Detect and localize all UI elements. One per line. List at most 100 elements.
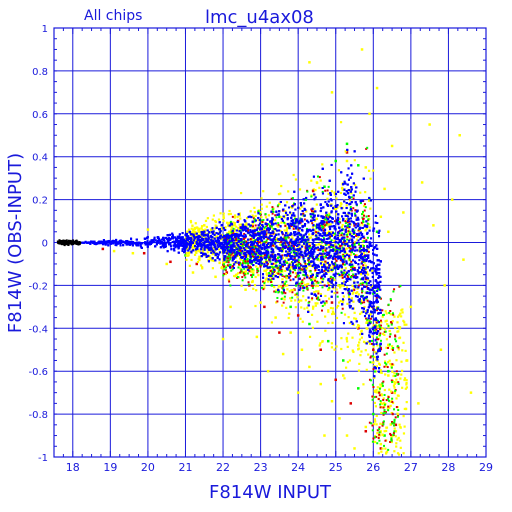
scatter-point [321,163,324,166]
scatter-point [345,338,348,341]
scatter-point [316,320,319,323]
scatter-point [323,185,326,188]
scatter-point [395,406,398,409]
scatter-point [186,254,189,257]
scatter-point [357,347,360,350]
scatter-point [308,236,311,239]
scatter-point [391,421,394,424]
scatter-point [290,251,293,254]
scatter-point [299,317,302,320]
scatter-point [359,333,362,336]
scatter-point [199,264,203,267]
scatter-point [348,220,351,223]
scatter-point [269,269,272,272]
scatter-point [292,244,295,247]
scatter-point [311,222,314,225]
scatter-point [224,226,227,229]
scatter-point [327,223,330,226]
scatter-point [234,242,237,245]
scatter-point [142,251,146,255]
scatter-point [330,346,334,349]
scatter-point [323,434,326,437]
scatter-point [236,276,239,279]
scatter-point [329,242,332,245]
scatter-point [363,301,366,304]
scatter-point [297,228,300,231]
scatter-point [216,235,219,238]
scatter-point [388,311,391,314]
scatter-point [372,345,375,348]
scatter-point [352,197,355,200]
scatter-point [329,235,332,238]
scatter-point [397,381,400,384]
scatter-point [319,342,322,345]
scatter-point [321,261,324,264]
scatter-point [253,250,256,253]
scatter-point [373,435,377,438]
scatter-point [328,270,331,273]
scatter-point [274,291,277,294]
scatter-point [396,373,399,376]
scatter-point [393,424,396,427]
scatter-point [292,204,295,207]
scatter-point [389,400,392,404]
scatter-point [326,232,329,235]
scatter-point [327,224,330,227]
scatter-point [274,214,277,217]
scatter-point [242,262,245,265]
scatter-point [378,324,381,327]
scatter-point [403,425,406,428]
scatter-point [343,313,347,316]
scatter-point [371,355,374,358]
scatter-point [356,326,359,329]
scatter-point [352,291,355,294]
scatter-point [314,302,317,305]
scatter-point [385,363,388,366]
scatter-point [389,434,392,437]
scatter-point [389,432,392,435]
scatter-point [223,263,226,266]
scatter-point [251,248,254,251]
scatter-point [209,239,212,242]
scatter-point [274,229,277,232]
scatter-point [362,264,365,267]
scatter-point [382,412,385,415]
scatter-point [373,370,376,373]
scatter-point [268,201,271,204]
scatter-point [281,292,284,295]
scatter-point [330,342,333,345]
scatter-point [235,245,238,248]
scatter-point [200,235,203,238]
scatter-point [314,304,317,307]
scatter-point [399,439,402,442]
scatter-point [383,410,386,413]
scatter-point [367,250,370,253]
scatter-point [334,159,337,163]
scatter-point [201,267,204,270]
scatter-point [273,290,276,293]
scatter-point [387,396,390,399]
scatter-point [265,272,268,275]
scatter-point [389,298,392,301]
scatter-point [215,225,218,228]
scatter-point [345,233,348,236]
scatter-point [375,414,378,417]
scatter-point [320,277,323,281]
scatter-point [319,348,322,351]
scatter-point [309,262,312,265]
scatter-point [227,278,230,281]
scatter-point [253,206,256,209]
scatter-point [350,209,353,212]
scatter-point [327,284,330,287]
scatter-point [342,359,345,362]
scatter-point [389,362,392,365]
scatter-point [323,269,326,272]
scatter-point [397,436,400,440]
scatter-point [343,263,346,266]
scatter-point [283,282,286,285]
scatter-point [243,243,246,246]
scatter-point [333,291,336,295]
scatter-point [334,208,338,211]
scatter-point [260,264,263,267]
scatter-point [263,305,266,309]
